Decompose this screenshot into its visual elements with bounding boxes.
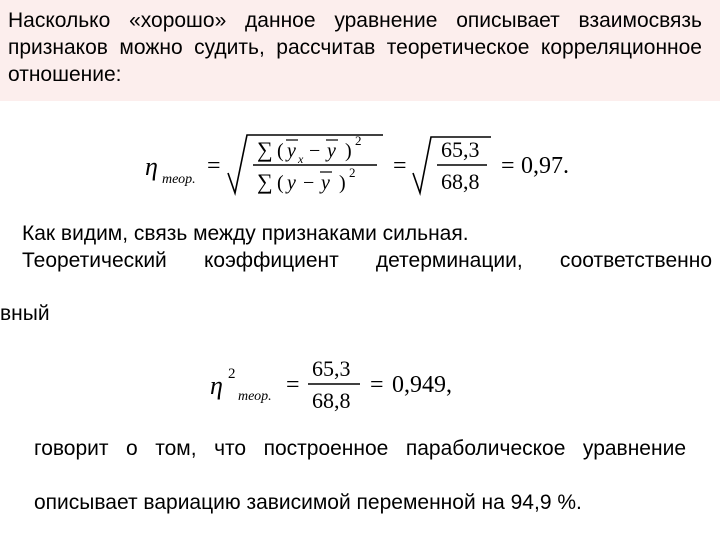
svg-text:y: y <box>319 172 330 194</box>
equation-eta-sq: η 2 теор. = 65,3 68,8 = 0,949, <box>0 350 720 418</box>
equation-eta: η теор. = ∑ ( y x − y ) 2 ∑ ( y − y ) 2 … <box>0 123 720 203</box>
tail-block: говорит о том, что построенное параболич… <box>0 436 720 517</box>
svg-text:=: = <box>207 153 221 179</box>
eq1-sub: теор. <box>162 172 196 187</box>
svg-text:y: y <box>285 172 296 194</box>
mid-block: Как видим, связь между признаками сильна… <box>0 221 720 329</box>
svg-text:=: = <box>393 153 407 179</box>
eq2-eta: η <box>210 371 223 400</box>
tail-line2: описывает вариацию зависимой переменной … <box>34 490 686 517</box>
eq2-sup: 2 <box>228 366 236 382</box>
svg-text:∑: ∑ <box>257 169 273 194</box>
svg-text:2: 2 <box>349 165 356 180</box>
tail-line1: говорит о том, что построенное параболич… <box>34 436 686 490</box>
svg-text:=: = <box>286 372 300 398</box>
eq2-denom: 68,8 <box>312 388 351 413</box>
mid-line2b: вный <box>0 301 712 328</box>
intro-text: Насколько «хорошо» данное уравнение опис… <box>8 8 702 89</box>
mid-line2a: Теоретический коэффициент детерминации, … <box>0 248 712 302</box>
svg-text:−: − <box>309 140 320 162</box>
svg-text:x: x <box>297 152 304 166</box>
mid-line1: Как видим, связь между признаками сильна… <box>0 221 712 248</box>
svg-text:−: − <box>303 172 314 194</box>
svg-text:y: y <box>325 140 336 162</box>
eq2-sub: теор. <box>238 389 272 404</box>
svg-text:(: ( <box>277 172 284 194</box>
eq1-denom: 68,8 <box>441 169 480 194</box>
eq1-eta: η <box>145 152 158 181</box>
intro-callout: Насколько «хорошо» данное уравнение опис… <box>0 0 720 101</box>
eq1-result: 0,97. <box>521 153 569 179</box>
eq2-numer: 65,3 <box>312 356 351 381</box>
eq2-result: 0,949, <box>392 372 452 398</box>
svg-text:(: ( <box>277 140 284 162</box>
svg-text:): ) <box>339 172 346 194</box>
svg-text:y: y <box>285 140 296 162</box>
svg-text:=: = <box>501 153 515 179</box>
svg-text:): ) <box>345 140 352 162</box>
svg-text:=: = <box>370 372 384 398</box>
eq1-numer: 65,3 <box>441 137 480 162</box>
svg-text:2: 2 <box>355 133 362 148</box>
svg-text:∑: ∑ <box>257 137 273 162</box>
